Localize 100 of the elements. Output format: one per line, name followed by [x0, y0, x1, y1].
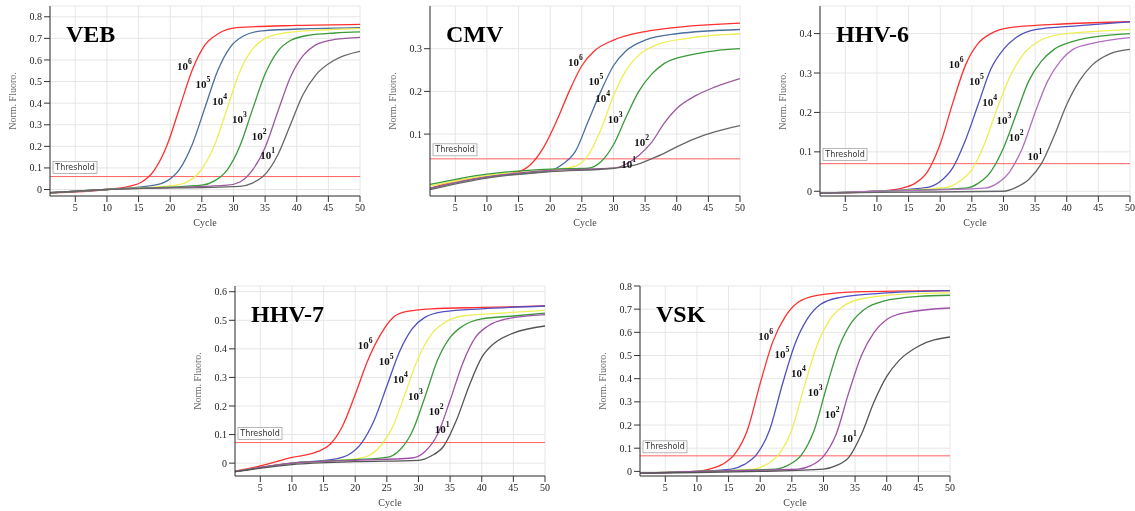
x-tick-label: 40: [881, 482, 892, 494]
line-series: [430, 124, 740, 191]
x-tick-label: 35: [260, 202, 271, 214]
series-label: 10$^{4}$: [212, 92, 228, 108]
series-label: 10$^{4}$: [393, 370, 409, 386]
x-tick-label: 45: [703, 202, 714, 214]
x-tick-label: 45: [508, 482, 519, 494]
y-axis-title: Norm. Fluoro.: [191, 352, 203, 410]
series-label: 10$^{2}$: [824, 405, 840, 421]
y-tick-label: 0.1: [619, 442, 632, 454]
x-axis-title: Cycle: [573, 217, 598, 228]
series-label: 10$^{2}$: [634, 133, 650, 149]
series-label: 10$^{5}$: [969, 72, 985, 88]
x-tick-label: 25: [786, 482, 797, 494]
x-tick-label: 10: [481, 202, 492, 214]
series-label: 10$^{6}$: [948, 55, 964, 71]
y-tick-label: 0.2: [799, 106, 812, 118]
y-tick-label: 0.8: [619, 280, 632, 292]
x-tick-label: 40: [291, 202, 302, 214]
x-tick-label: 5: [257, 482, 263, 494]
x-axis-title: Cycle: [378, 497, 403, 508]
series-label: 10$^{3}$: [807, 383, 823, 399]
x-tick-label: 30: [818, 482, 829, 494]
y-tick-label: 0.4: [29, 97, 42, 109]
y-tick-label: 0: [807, 185, 812, 197]
x-tick-label: 5: [452, 202, 458, 214]
y-tick-label: 0.2: [619, 419, 632, 431]
series-label: 10$^{6}$: [357, 336, 373, 352]
x-axis-title: Cycle: [783, 497, 808, 508]
ref-line-label: Threshold: [54, 163, 95, 173]
y-tick-label: 0.7: [29, 32, 42, 44]
x-tick-label: 10: [101, 202, 112, 214]
x-tick-label: 20: [350, 482, 361, 494]
x-tick-label: 25: [196, 202, 207, 214]
series-label: 10$^{3}$: [607, 110, 623, 126]
x-tick-label: 40: [671, 202, 682, 214]
series-label: 10$^{4}$: [790, 364, 806, 380]
x-tick-label: 30: [608, 202, 619, 214]
y-tick-label: 0.1: [214, 429, 227, 441]
series-label: 10$^{4}$: [982, 93, 998, 109]
x-tick-label: 5: [72, 202, 78, 214]
series-label: 10$^{1}$: [1027, 146, 1043, 162]
text: CMV: [446, 21, 504, 47]
x-tick-label: 20: [935, 202, 946, 214]
y-axis-title: Norm. Fluoro.: [6, 72, 18, 130]
y-tick-label: 0.6: [214, 286, 227, 298]
x-tick-label: 50: [945, 482, 955, 494]
x-tick-label: 20: [545, 202, 556, 214]
y-tick-label: 0.1: [799, 146, 812, 158]
line-series: [430, 77, 740, 189]
x-tick-label: 45: [323, 202, 334, 214]
x-tick-label: 10: [871, 202, 882, 214]
x-tick-label: 20: [755, 482, 766, 494]
text: VSK: [656, 301, 706, 327]
x-tick-label: 50: [1125, 202, 1135, 214]
y-tick-label: 0.5: [29, 76, 42, 88]
x-tick-label: 15: [903, 202, 914, 214]
series-label: 10$^{1}$: [842, 428, 858, 444]
x-tick-label: 35: [445, 482, 456, 494]
y-tick-label: 0.6: [29, 54, 42, 66]
y-tick-label: 0.3: [409, 43, 422, 55]
x-tick-label: 5: [842, 202, 848, 214]
x-tick-label: 20: [165, 202, 176, 214]
y-tick-label: 0.6: [619, 326, 632, 338]
x-tick-label: 45: [913, 482, 924, 494]
x-tick-label: 5: [662, 482, 668, 494]
ref-line-label: Threshold: [434, 145, 475, 155]
x-axis-title: Cycle: [963, 217, 988, 228]
x-tick-label: 10: [286, 482, 297, 494]
y-tick-label: 0.2: [214, 400, 227, 412]
ref-line-label: Threshold: [824, 150, 865, 160]
series-label: 10$^{2}$: [428, 402, 444, 418]
series-label: 10$^{5}$: [588, 72, 604, 88]
text: HHV-7: [251, 301, 324, 327]
x-tick-label: 50: [735, 202, 745, 214]
series-label: 10$^{1}$: [434, 419, 450, 435]
y-tick-label: 0.3: [29, 119, 42, 131]
y-tick-label: 0.1: [29, 162, 42, 174]
series-label: 10$^{1}$: [621, 154, 637, 170]
series-label: 10$^{5}$: [195, 75, 211, 91]
x-tick-label: 15: [318, 482, 329, 494]
x-tick-label: 25: [966, 202, 977, 214]
x-tick-label: 25: [576, 202, 587, 214]
series-label: 10$^{6}$: [176, 56, 192, 72]
series-label: 10$^{1}$: [260, 145, 276, 161]
x-tick-label: 45: [1093, 202, 1104, 214]
y-tick-label: 0.4: [619, 373, 632, 385]
x-tick-label: 30: [413, 482, 424, 494]
y-tick-label: 0: [222, 457, 227, 469]
x-tick-label: 35: [1030, 202, 1041, 214]
series-label: 10$^{3}$: [996, 111, 1012, 127]
y-axis-title: Norm. Fluoro.: [386, 72, 398, 130]
y-tick-label: 0: [627, 465, 632, 477]
x-tick-label: 50: [540, 482, 550, 494]
y-tick-label: 0.4: [214, 343, 227, 355]
x-tick-label: 30: [998, 202, 1009, 214]
y-tick-label: 0.5: [619, 350, 632, 362]
y-tick-label: 0.2: [409, 85, 422, 97]
y-tick-label: 0.4: [799, 28, 812, 40]
y-tick-label: 0: [37, 184, 42, 196]
